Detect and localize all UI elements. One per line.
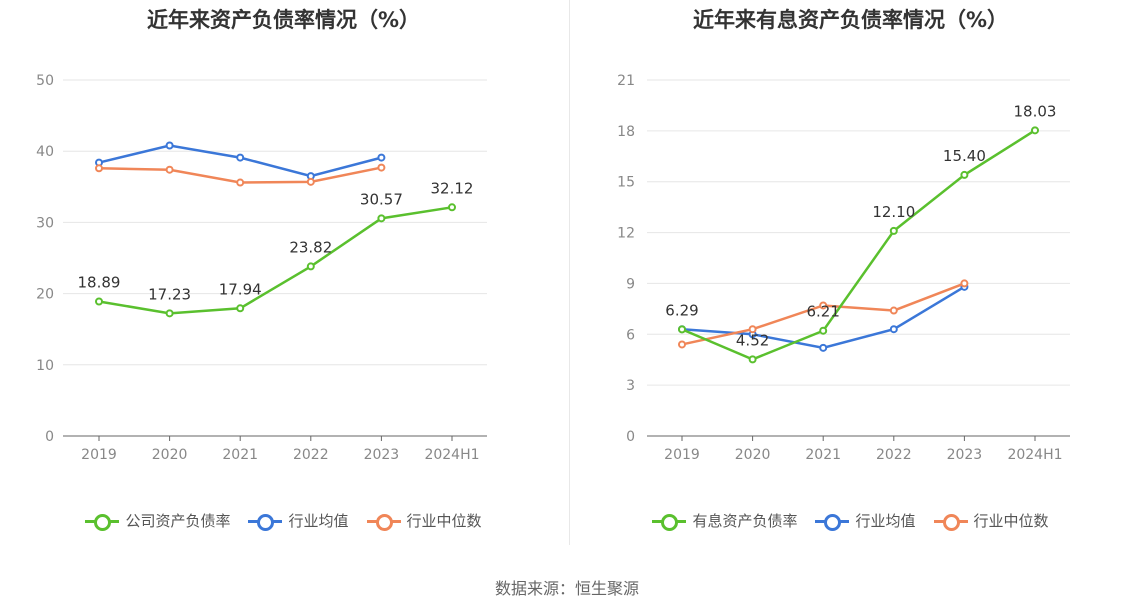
data-point[interactable] bbox=[377, 214, 386, 223]
chart-title-interest-debt-ratio: 近年来有息资产负债率情况（%） bbox=[692, 8, 1009, 32]
data-point[interactable] bbox=[306, 262, 315, 271]
y-tick-label: 6 bbox=[626, 327, 635, 343]
x-tick-label: 2022 bbox=[876, 447, 912, 463]
data-point[interactable] bbox=[95, 164, 103, 173]
data-point[interactable] bbox=[306, 177, 315, 186]
data-point[interactable] bbox=[748, 325, 757, 334]
x-tick-label: 2024H1 bbox=[1007, 447, 1062, 463]
interest-debt-ratio-panel: 近年来有息资产负债率情况（%） 0 3 6 9 12 15 18 21 2019 2020 2021… bbox=[567, 0, 1134, 550]
data-point[interactable] bbox=[819, 343, 828, 352]
legend-item[interactable]: 行业中位数 bbox=[366, 510, 482, 531]
y-tick-label: 40 bbox=[36, 144, 54, 160]
interest-debt-ratio-chart: 0 3 6 9 12 15 18 21 2019 2020 2021 2022 2023 2024H1 6.… bbox=[617, 73, 1070, 463]
data-label: 17.94 bbox=[219, 280, 262, 298]
data-label: 18.03 bbox=[1014, 102, 1057, 120]
legend-debt-ratio: 公司资产负债率 行业均值 行业中位数 bbox=[0, 510, 567, 531]
y-tick-label: 21 bbox=[617, 73, 635, 89]
x-tick-label: 2019 bbox=[81, 447, 117, 463]
data-point[interactable] bbox=[960, 279, 969, 288]
x-tick-label: 2021 bbox=[222, 447, 258, 463]
legend-marker-icon bbox=[652, 513, 687, 531]
y-tick-label: 30 bbox=[36, 215, 54, 231]
data-label: 12.10 bbox=[872, 203, 915, 221]
data-label: 18.89 bbox=[78, 274, 121, 292]
legend-marker-icon bbox=[85, 513, 120, 531]
x-tick-label: 2020 bbox=[152, 447, 188, 463]
data-label: 6.21 bbox=[806, 303, 839, 321]
legend-item[interactable]: 有息资产负债率 bbox=[652, 510, 797, 531]
x-tick-label: 2021 bbox=[805, 447, 841, 463]
y-tick-label: 18 bbox=[617, 124, 635, 140]
data-point[interactable] bbox=[889, 226, 898, 235]
y-tick-label: 10 bbox=[36, 358, 54, 374]
y-tick-label: 12 bbox=[617, 226, 635, 242]
data-point[interactable] bbox=[448, 203, 456, 212]
y-tick-label: 9 bbox=[626, 276, 635, 292]
data-label: 30.57 bbox=[360, 190, 403, 208]
data-point[interactable] bbox=[889, 306, 898, 315]
data-point[interactable] bbox=[1031, 126, 1039, 135]
data-label: 6.29 bbox=[665, 301, 698, 319]
y-tick-label: 50 bbox=[36, 73, 54, 89]
legend-interest-debt-ratio: 有息资产负债率 行业均值 行业中位数 bbox=[567, 510, 1134, 531]
legend-marker-icon bbox=[815, 513, 850, 531]
debt-ratio-chart: 0 10 20 30 40 50 2019 2020 2021 2022 2023 2024H1 18.… bbox=[36, 73, 487, 463]
legend-item[interactable]: 行业中位数 bbox=[933, 510, 1049, 531]
y-tick-label: 3 bbox=[626, 378, 635, 394]
legend-label: 公司资产负债率 bbox=[125, 512, 231, 530]
data-point[interactable] bbox=[678, 340, 686, 349]
x-tick-label: 2023 bbox=[947, 447, 983, 463]
data-point[interactable] bbox=[236, 153, 245, 162]
data-point[interactable] bbox=[165, 309, 174, 318]
data-point[interactable] bbox=[377, 153, 386, 162]
data-point[interactable] bbox=[889, 325, 898, 334]
legend-marker-icon bbox=[933, 513, 968, 531]
x-tick-label: 2019 bbox=[664, 447, 700, 463]
legend-label: 行业均值 bbox=[288, 512, 349, 530]
legend-item[interactable]: 行业均值 bbox=[815, 510, 916, 531]
debt-ratio-panel: 近年来资产负债率情况（%） 0 10 20 30 40 50 2019 2020 2021 202… bbox=[0, 0, 567, 550]
x-tick-label: 2020 bbox=[735, 447, 771, 463]
data-label: 4.52 bbox=[736, 331, 769, 349]
data-point[interactable] bbox=[236, 178, 245, 187]
legend-label: 行业中位数 bbox=[406, 512, 482, 530]
legend-label: 有息资产负债率 bbox=[692, 512, 798, 530]
data-label: 17.23 bbox=[148, 285, 191, 303]
data-point[interactable] bbox=[165, 141, 174, 150]
data-label: 15.40 bbox=[943, 147, 986, 165]
data-source: 数据来源：恒生聚源 bbox=[494, 579, 639, 598]
series-line bbox=[98, 206, 453, 315]
y-tick-label: 0 bbox=[45, 429, 54, 445]
panel-divider bbox=[569, 0, 570, 545]
data-point[interactable] bbox=[748, 355, 757, 364]
legend-label: 行业中位数 bbox=[973, 512, 1049, 530]
data-point[interactable] bbox=[819, 326, 828, 335]
data-point[interactable] bbox=[95, 297, 103, 306]
data-point[interactable] bbox=[236, 304, 245, 313]
series-line bbox=[681, 129, 1036, 361]
legend-marker-icon bbox=[248, 513, 283, 531]
legend-marker-icon bbox=[366, 513, 401, 531]
data-point[interactable] bbox=[678, 325, 686, 334]
y-tick-label: 20 bbox=[36, 287, 54, 303]
legend-item[interactable]: 公司资产负债率 bbox=[85, 510, 230, 531]
data-label: 32.12 bbox=[431, 179, 474, 197]
data-point[interactable] bbox=[165, 165, 174, 174]
x-tick-label: 2024H1 bbox=[424, 447, 479, 463]
y-tick-label: 0 bbox=[626, 429, 635, 445]
y-tick-label: 15 bbox=[617, 175, 635, 191]
x-tick-label: 2023 bbox=[364, 447, 400, 463]
x-tick-label: 2022 bbox=[293, 447, 329, 463]
data-label: 23.82 bbox=[289, 238, 332, 256]
data-point[interactable] bbox=[377, 163, 386, 172]
chart-title-debt-ratio: 近年来资产负债率情况（%） bbox=[146, 8, 421, 32]
legend-item[interactable]: 行业均值 bbox=[248, 510, 349, 531]
data-point[interactable] bbox=[960, 170, 969, 179]
legend-label: 行业均值 bbox=[855, 512, 916, 530]
data-point[interactable] bbox=[819, 301, 828, 310]
